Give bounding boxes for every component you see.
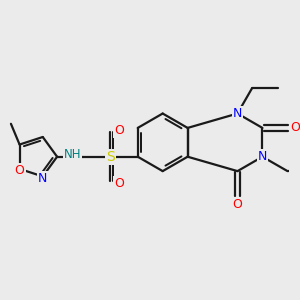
Text: O: O [114, 124, 124, 137]
Text: O: O [15, 164, 25, 177]
Text: N: N [38, 172, 47, 185]
Text: O: O [291, 122, 300, 134]
Text: O: O [114, 177, 124, 190]
Text: N: N [258, 150, 267, 163]
Text: NH: NH [64, 148, 81, 161]
Text: S: S [106, 150, 115, 164]
Text: N: N [233, 107, 242, 120]
Text: O: O [232, 198, 242, 211]
